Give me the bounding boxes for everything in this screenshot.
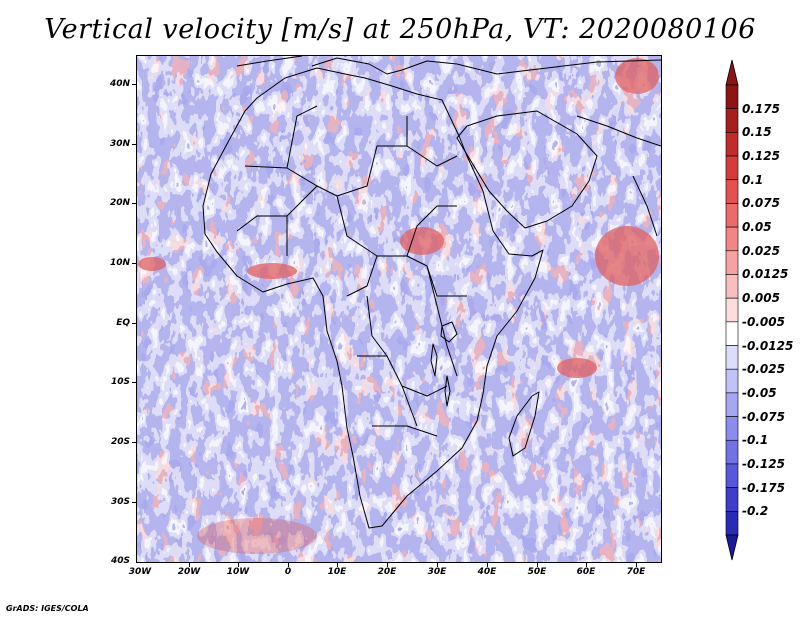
lon-tick-label: 20E — [377, 567, 397, 577]
colorbar-swatch — [725, 511, 739, 536]
lat-tick-label: 10S — [110, 377, 130, 387]
africa-coastline — [202, 67, 544, 529]
colorbar-swatch — [725, 250, 739, 275]
arabian-peninsula — [456, 110, 598, 229]
lon-tick-label: 10W — [226, 567, 250, 577]
colorbar-level-label: -0.005 — [742, 314, 785, 329]
colorbar-level-label: 0.025 — [742, 243, 780, 258]
upward-motion-patches — [138, 58, 659, 554]
lon-tick-label: 40E — [477, 567, 497, 577]
lon-tick-label: 20W — [177, 567, 201, 577]
colorbar-swatch — [725, 84, 739, 109]
lat-tick-label: 10N — [109, 258, 130, 268]
iran-coast — [576, 115, 661, 147]
colorbar-swatch — [725, 439, 739, 465]
internal-borders — [236, 105, 467, 437]
lon-tick-mark — [387, 563, 388, 567]
colorbar — [725, 59, 739, 561]
colorbar-swatch — [725, 368, 739, 394]
colorbar-level-label: -0.125 — [742, 456, 785, 471]
colorbar-swatch — [725, 297, 739, 323]
coastlines-and-borders — [202, 56, 661, 529]
india-coast — [632, 175, 658, 237]
lat-tick-mark — [132, 84, 136, 85]
lon-tick-mark — [238, 563, 239, 567]
lon-tick-label: 10E — [327, 567, 347, 577]
lon-tick-label: 50E — [527, 567, 547, 577]
colorbar-swatch — [725, 345, 739, 370]
madagascar — [508, 391, 540, 457]
lat-tick-label: 40N — [109, 79, 130, 89]
lon-tick-mark — [636, 563, 637, 567]
lon-tick-label: 60E — [576, 567, 596, 577]
colorbar-level-label: 0.15 — [742, 125, 772, 140]
lon-tick-mark — [537, 563, 538, 567]
colorbar-level-label: -0.2 — [742, 504, 769, 519]
lat-tick-label: 20S — [110, 437, 130, 447]
colorbar-level-label: -0.075 — [742, 409, 785, 424]
map-panel — [136, 55, 662, 563]
lat-tick-mark — [132, 442, 136, 443]
lake-malawi — [444, 375, 451, 407]
colorbar-level-label: 0.05 — [742, 220, 772, 235]
colorbar-swatch — [725, 179, 739, 204]
lat-tick-label: 20N — [109, 198, 130, 208]
lon-tick-mark — [437, 563, 438, 567]
lat-tick-label: EQ — [116, 318, 130, 328]
colorbar-swatch — [725, 487, 739, 512]
europe-coast — [236, 56, 661, 75]
lake-victoria — [440, 321, 458, 343]
colorbar-level-label: 0.075 — [742, 196, 780, 211]
lat-tick-mark — [132, 144, 136, 145]
colorbar-level-label: 0.125 — [742, 149, 780, 164]
lon-tick-mark — [189, 563, 190, 567]
colorbar-swatch — [725, 416, 739, 441]
lake-tanganyika — [430, 343, 438, 377]
lon-tick-mark — [337, 563, 338, 567]
lat-tick-mark — [132, 203, 136, 204]
lon-tick-mark — [586, 563, 587, 567]
colorbar-swatch — [725, 108, 739, 133]
lon-tick-label: 0 — [284, 567, 292, 577]
colorbar-swatch — [725, 203, 739, 228]
colorbar-swatch — [725, 463, 739, 488]
colorbar-level-label: -0.025 — [742, 362, 785, 377]
lon-tick-label: 70E — [626, 567, 646, 577]
colorbar-level-label: -0.175 — [742, 480, 785, 495]
colorbar-swatch — [725, 226, 739, 252]
lon-tick-mark — [487, 563, 488, 567]
colorbar-level-label: 0.1 — [742, 172, 764, 187]
map-title: Vertical velocity [m/s] at 250hPa, VT: 2… — [44, 14, 756, 45]
footer-credit: GrADS: IGES/COLA — [6, 604, 89, 613]
colorbar-swatch — [725, 321, 739, 346]
lat-tick-label: 30N — [109, 139, 130, 149]
colorbar-swatch — [725, 132, 739, 157]
colorbar-bottom-arrow — [725, 534, 739, 561]
colorbar-level-label: -0.1 — [742, 433, 769, 448]
lat-tick-mark — [132, 263, 136, 264]
colorbar-level-label: -0.0125 — [742, 338, 794, 353]
colorbar-swatch — [725, 274, 739, 299]
colorbar-swatch — [725, 155, 739, 181]
colorbar-top-arrow — [725, 59, 739, 86]
colorbar-swatch — [725, 392, 739, 417]
colorbar-level-label: 0.005 — [742, 291, 780, 306]
lon-tick-mark — [288, 563, 289, 567]
colorbar-level-label: 0.0125 — [742, 267, 789, 282]
colorbar-level-label: -0.05 — [742, 385, 777, 400]
colorbar-level-label: 0.175 — [742, 101, 780, 116]
lat-tick-label: 30S — [110, 497, 130, 507]
vertical-velocity-field — [137, 56, 661, 562]
lat-tick-label: 40S — [110, 556, 130, 566]
lat-tick-mark — [132, 502, 136, 503]
lon-tick-label: 30E — [427, 567, 447, 577]
lon-tick-label: 30W — [128, 567, 152, 577]
lat-tick-mark — [132, 323, 136, 324]
lat-tick-mark — [132, 382, 136, 383]
